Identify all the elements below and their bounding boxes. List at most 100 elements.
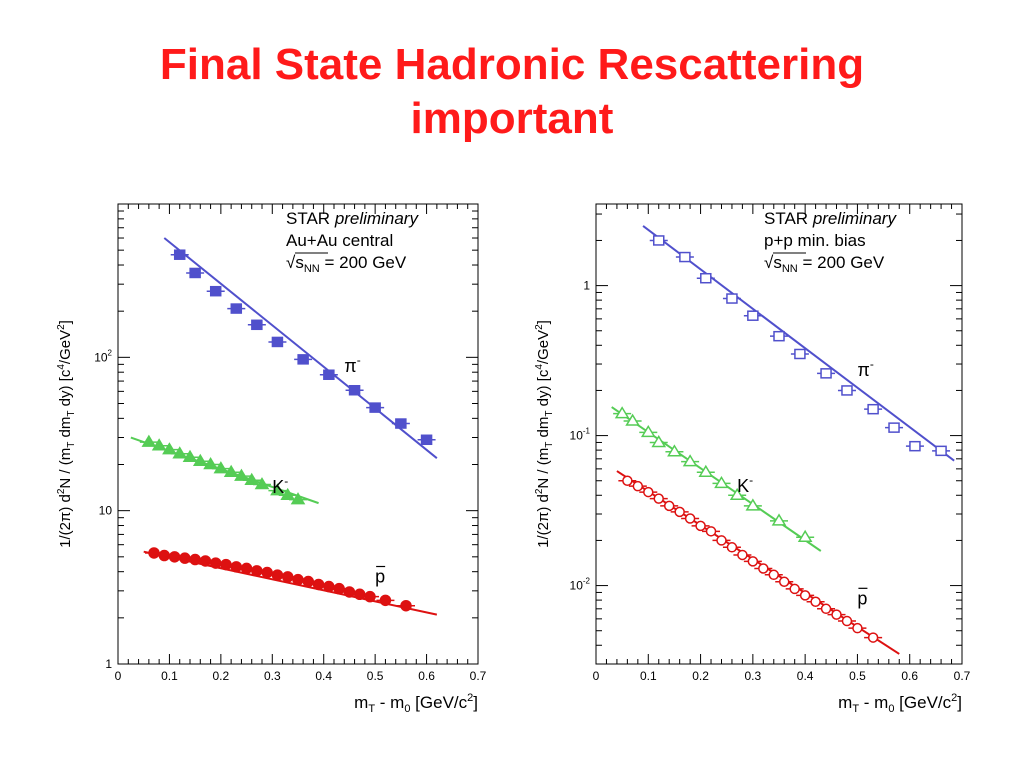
x-label-part: [GeV/c — [894, 693, 951, 712]
data-point — [209, 557, 222, 569]
series-label: p — [857, 588, 867, 608]
y-label-sup: 2 — [56, 324, 67, 330]
fit-line — [611, 406, 822, 552]
data-point — [652, 235, 665, 246]
series-label-sup: - — [357, 353, 361, 367]
fit-line — [642, 225, 955, 462]
y-label-part: dm — [57, 417, 74, 442]
data-point — [674, 506, 685, 518]
data-point — [679, 251, 691, 263]
x-tick-label: 0.2 — [213, 669, 230, 683]
series-2: p — [616, 470, 900, 655]
data-point — [747, 556, 759, 567]
data-point — [292, 573, 304, 586]
data-point — [189, 267, 201, 279]
series-label-sup: - — [749, 473, 753, 487]
x-tick-label: 0.6 — [418, 669, 435, 683]
annotation-experiment: STAR — [286, 209, 335, 228]
series-0: π- — [642, 225, 955, 462]
data-point — [909, 440, 921, 452]
x-tick-label: 0.7 — [470, 669, 487, 683]
data-point — [663, 500, 675, 512]
fit-line — [616, 470, 900, 655]
y-tick-base: 10 — [570, 579, 584, 593]
y-label-sub: T — [66, 411, 77, 417]
data-point — [888, 422, 900, 433]
slide-title: Final State Hadronic Rescattering import… — [0, 38, 1024, 146]
data-point — [820, 368, 832, 379]
x-tick-label: 0.7 — [954, 669, 971, 683]
fit-line — [163, 237, 438, 459]
x-label-sup: 2 — [951, 692, 957, 704]
y-label-part: 1/(2π) d — [57, 494, 74, 548]
y-label-part: dy) [c — [57, 369, 74, 410]
data-point — [789, 583, 800, 595]
x-tick-label: 0.6 — [901, 669, 918, 683]
y-tick-base: 10 — [99, 504, 113, 518]
y-label-part: /GeV — [535, 330, 552, 364]
annotation-line-2: p+p min. bias — [764, 231, 866, 250]
series-label: π- — [344, 353, 360, 376]
data-point — [651, 434, 667, 448]
y-tick-exponent: -2 — [583, 577, 591, 586]
data-point — [867, 403, 879, 415]
data-point — [622, 475, 633, 486]
data-point — [261, 566, 273, 579]
data-point — [254, 477, 270, 490]
series-label-text: π — [344, 356, 356, 376]
data-point — [705, 526, 717, 537]
annotation-energy: = 200 GeV — [320, 253, 407, 272]
y-tick-label: 10 — [99, 504, 113, 518]
data-point — [312, 578, 325, 591]
series-0: π- — [163, 237, 438, 459]
data-point — [778, 576, 790, 588]
data-point — [747, 310, 759, 321]
series-label: π- — [857, 357, 873, 380]
x-label-sub: T — [368, 703, 375, 715]
x-label-sub: T — [852, 703, 859, 715]
y-label-part: dy) [c — [535, 369, 552, 410]
y-label-part: /GeV — [57, 330, 74, 364]
y-axis-label: 1/(2π) d2N / (mT dmT dy) [c4/GeV2] — [56, 320, 77, 548]
x-axis-label: mT - m0 [GeV/c2] — [354, 692, 478, 715]
annotation-line-3: √sNN = 200 GeV — [764, 253, 885, 275]
data-point — [203, 457, 218, 470]
x-axis: 0 0.1 0.2 0.3 0.4 0.5 0.6 0.7 — [593, 204, 971, 683]
plot-frame — [117, 203, 479, 665]
x-label-part: ] — [473, 693, 478, 712]
y-tick-label: 1 — [583, 279, 590, 293]
data-point — [773, 330, 785, 342]
data-point — [323, 369, 335, 380]
data-point — [234, 468, 249, 481]
y-tick-label: 10-2 — [570, 577, 591, 593]
data-point — [172, 446, 188, 459]
annotation-line-2: Au+Au central — [286, 231, 393, 250]
data-point — [935, 445, 947, 457]
data-point — [758, 563, 769, 574]
data-point — [768, 569, 780, 581]
data-point — [364, 590, 376, 603]
data-point — [831, 609, 842, 620]
x-tick-label: 0.1 — [640, 669, 657, 683]
y-label-sub: T — [544, 442, 555, 448]
x-tick-label: 0.3 — [264, 669, 281, 683]
series-label: p — [375, 567, 385, 587]
y-tick-label: 102 — [94, 348, 112, 364]
x-label-part: m — [354, 693, 368, 712]
data-point — [714, 475, 729, 489]
data-point — [213, 461, 229, 474]
data-point — [230, 303, 243, 314]
y-label-part: 1/(2π) d — [535, 494, 552, 548]
series-label-text: p — [375, 567, 385, 587]
y-axis: 10-210 -1 1 — [570, 213, 962, 665]
data-point — [348, 384, 361, 396]
series-label-text: π — [857, 360, 869, 380]
data-point — [251, 565, 263, 577]
data-point — [799, 590, 811, 601]
y-tick-exponent: -1 — [583, 427, 591, 436]
x-tick-label: 0.5 — [367, 669, 384, 683]
data-point — [867, 632, 879, 643]
data-point — [726, 293, 738, 304]
annotation-sub: NN — [304, 263, 320, 275]
data-point — [737, 549, 748, 561]
